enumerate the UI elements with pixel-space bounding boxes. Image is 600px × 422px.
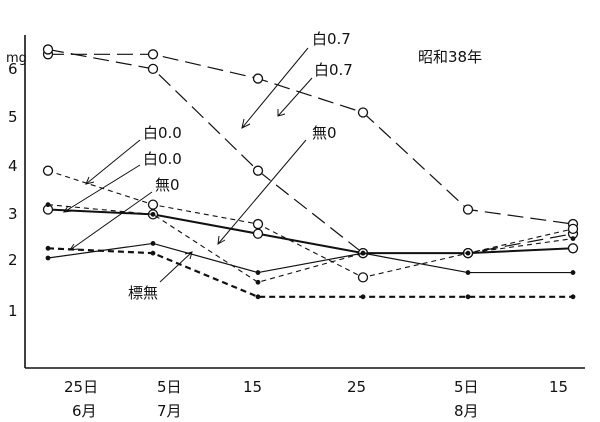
data-point — [252, 73, 264, 84]
data-point — [150, 241, 156, 246]
data-point — [570, 294, 576, 300]
data-point — [252, 228, 264, 239]
data-point — [252, 218, 264, 230]
annotation-arrowhead — [85, 176, 95, 185]
annotation-arrowhead — [184, 251, 193, 260]
x-tick-labels: 25日 6月 5日 7月 15 25 5日 8月 15 — [64, 378, 568, 420]
series-line — [47, 48, 574, 254]
annotation-label: 無0 — [155, 176, 180, 194]
annotation-label: 白0.7 — [312, 30, 351, 48]
data-point — [150, 250, 156, 256]
y-tick-labels: 1 2 3 4 5 6 — [8, 60, 18, 320]
data-point — [42, 44, 54, 55]
data-point — [255, 294, 261, 300]
annotation-leader — [241, 47, 309, 129]
series-line — [47, 247, 573, 298]
annotation-label: 白0.7 — [314, 61, 353, 79]
series-line — [47, 242, 573, 274]
series-line — [48, 53, 574, 225]
x-tick-day: 5日 — [157, 378, 182, 396]
annotation-arrowhead — [217, 235, 226, 245]
data-point — [255, 270, 261, 275]
annotation-label: 白0.0 — [143, 150, 182, 168]
x-tick-day: 15 — [243, 378, 262, 396]
annotation-label: 標無 — [128, 284, 158, 302]
y-unit-label: mg — [6, 51, 27, 66]
data-point — [567, 223, 579, 235]
x-tick-day: 5日 — [454, 378, 479, 396]
annotation-arrowhead — [241, 118, 251, 129]
x-tick-month: 6月 — [72, 402, 97, 420]
annotation-leader — [159, 251, 193, 283]
annotation-leader — [217, 139, 307, 245]
annotation-leader — [277, 77, 313, 117]
annotation-leader — [63, 164, 141, 213]
annotation-arrowhead — [277, 109, 286, 117]
annotation-label: 白0.0 — [143, 124, 182, 142]
data-point — [462, 204, 474, 215]
data-point — [45, 202, 51, 208]
y-tick-label: 5 — [8, 108, 18, 126]
series-line — [47, 208, 574, 255]
data-point — [360, 294, 366, 300]
data-point — [357, 272, 369, 283]
annotation-arrowhead — [62, 205, 73, 213]
annotation-leader — [85, 139, 141, 185]
x-tick-day: 25 — [347, 378, 366, 396]
data-point — [465, 270, 471, 275]
series-layer — [42, 44, 579, 300]
data-point — [45, 245, 51, 251]
y-tick-label: 3 — [8, 205, 18, 223]
data-point — [570, 236, 576, 242]
x-tick-month: 8月 — [454, 402, 479, 420]
chart-title: 昭和38年 — [418, 48, 482, 66]
annotation-label: 無0 — [312, 124, 337, 142]
data-point — [360, 250, 366, 256]
data-point — [567, 243, 579, 254]
x-tick-month: 7月 — [157, 402, 182, 420]
data-point — [465, 250, 471, 256]
data-point — [255, 279, 261, 285]
series-line — [47, 204, 574, 283]
annotation-leader — [69, 191, 153, 251]
annotation-arrowhead — [68, 243, 79, 251]
data-point — [150, 211, 156, 217]
annotation-leaders — [62, 47, 313, 283]
y-tick-label: 6 — [8, 60, 18, 78]
series-line — [47, 170, 574, 278]
y-tick-label: 4 — [8, 157, 18, 175]
y-tick-label: 1 — [8, 302, 18, 320]
x-tick-day: 25日 — [64, 378, 98, 396]
data-point — [357, 107, 369, 118]
data-point — [45, 255, 51, 261]
data-point — [570, 270, 576, 275]
data-point — [42, 165, 54, 176]
data-point — [147, 199, 159, 210]
data-point — [465, 294, 471, 300]
x-tick-day: 15 — [549, 378, 568, 396]
data-point — [252, 165, 264, 176]
data-point — [147, 49, 159, 60]
data-point — [147, 63, 159, 74]
y-tick-label: 2 — [8, 251, 18, 269]
